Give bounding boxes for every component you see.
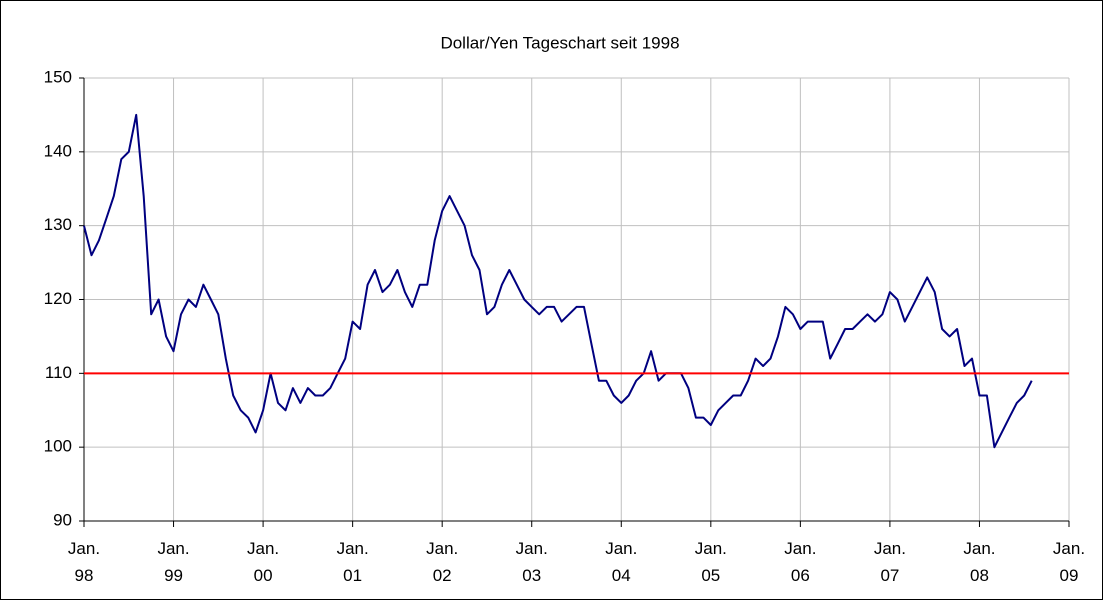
data-line — [83, 113, 1033, 449]
x-tick-label: Jan. 98 — [68, 539, 100, 585]
y-tick-label: 150 — [44, 67, 72, 86]
x-tick-label-line: 00 — [254, 566, 273, 585]
x-tick-label-line: Jan. — [695, 539, 727, 558]
x-tick-label-line: Jan. — [874, 539, 906, 558]
x-tick-label: Jan. 09 — [1053, 539, 1085, 585]
x-tick-label-line: Jan. — [157, 539, 189, 558]
x-tick-label-line: Jan. — [1053, 539, 1085, 558]
x-tick-label-line: Jan. — [247, 539, 279, 558]
x-tick-label-line: 07 — [880, 566, 899, 585]
x-tick-label-line: 03 — [522, 566, 541, 585]
x-tick-label-line: 99 — [164, 566, 183, 585]
x-tick-label-line: 98 — [75, 566, 94, 585]
y-tick-label: 130 — [44, 215, 72, 234]
x-tick-label: Jan. 00 — [247, 539, 279, 585]
chart-title: Dollar/Yen Tageschart seit 1998 — [440, 33, 679, 52]
x-tick-label: Jan. 08 — [963, 539, 995, 585]
x-tick-label-line: 09 — [1060, 566, 1079, 585]
y-tick-label: 140 — [44, 141, 72, 160]
x-tick-label: Jan. 01 — [337, 539, 369, 585]
x-tick-label: Jan. 05 — [695, 539, 727, 585]
x-tick-label-line: 01 — [343, 566, 362, 585]
x-tick-label-line: Jan. — [516, 539, 548, 558]
x-tick-label: Jan. 06 — [784, 539, 816, 585]
y-tick-label: 110 — [45, 363, 72, 382]
x-tick-label-line: 04 — [612, 566, 631, 585]
x-tick-label: Jan. 03 — [516, 539, 548, 585]
y-tick-label: 90 — [53, 510, 72, 529]
y-tick-label: 100 — [44, 437, 72, 456]
x-tick-label-line: 05 — [701, 566, 720, 585]
x-tick-label-line: 02 — [433, 566, 452, 585]
x-tick-label: Jan. 99 — [157, 539, 189, 585]
x-tick-label-line: Jan. — [426, 539, 458, 558]
x-tick-label-line: 08 — [970, 566, 989, 585]
x-tick-label: Jan. 04 — [605, 539, 637, 585]
x-tick-label: Jan. 02 — [426, 539, 458, 585]
x-tick-label: Jan. 07 — [874, 539, 906, 585]
x-tick-label-line: 06 — [791, 566, 810, 585]
y-tick-label: 120 — [44, 289, 72, 308]
x-tick-label-line: Jan. — [963, 539, 995, 558]
x-tick-label-line: Jan. — [337, 539, 369, 558]
x-tick-label-line: Jan. — [605, 539, 637, 558]
x-tick-label-line: Jan. — [68, 539, 100, 558]
x-tick-label-line: Jan. — [784, 539, 816, 558]
